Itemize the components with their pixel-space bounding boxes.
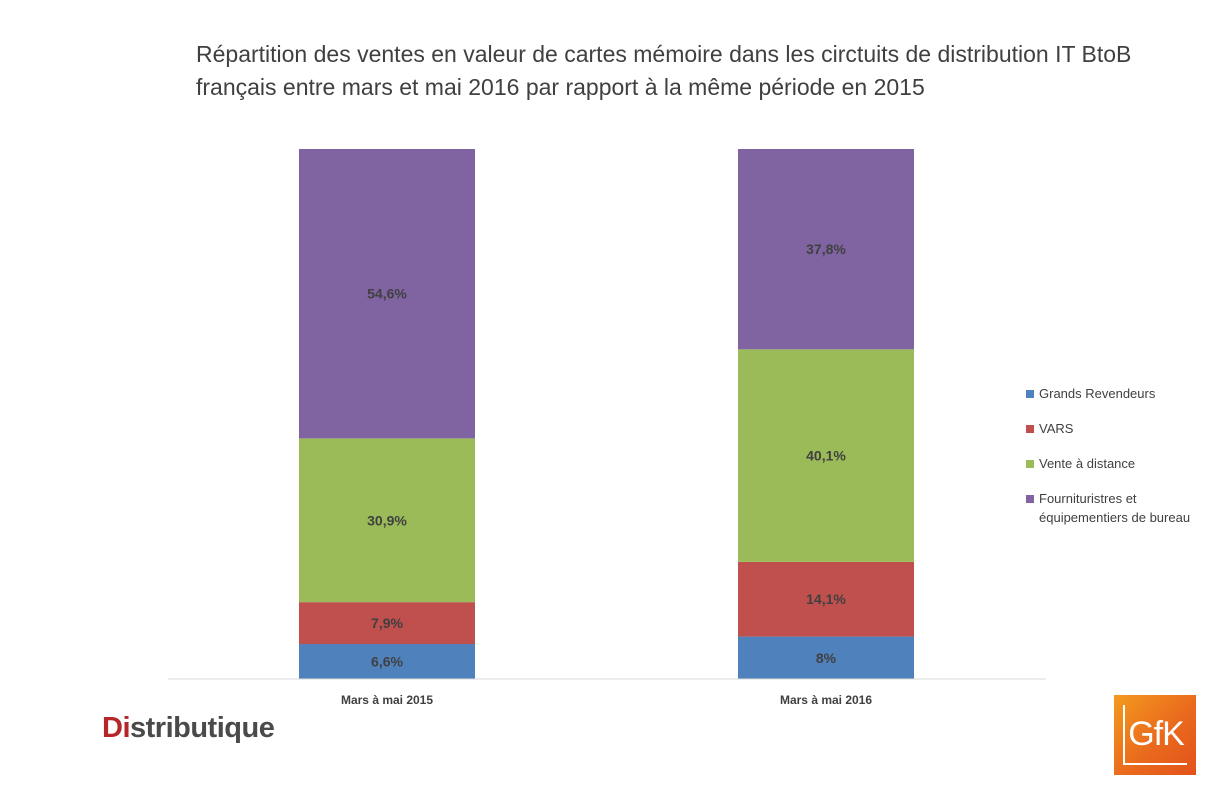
distributique-logo-rest: stributique xyxy=(130,712,275,744)
data-label: 6,6% xyxy=(371,654,403,670)
bar-segment xyxy=(738,149,914,350)
data-label: 8% xyxy=(816,650,837,666)
legend-item-fournituristes: Fournituristres et équipementiers de bur… xyxy=(1026,489,1216,527)
data-label: 37,8% xyxy=(806,241,846,257)
labels-layer: 6,6% 7,9% 30,9% 54,6% Mars à mai 2015 8% 14,1%… xyxy=(341,241,872,707)
gfk-logo-text: GfK xyxy=(1123,705,1187,765)
bar-segment xyxy=(299,602,475,645)
legend-label: Grands Revendeurs xyxy=(1039,386,1156,401)
gfk-logo: GfK xyxy=(1114,695,1196,775)
legend-label: VARS xyxy=(1039,421,1074,436)
legend-item-vente-a-distance: Vente à distance xyxy=(1026,454,1216,473)
legend-label: Vente à distance xyxy=(1039,456,1136,471)
bar-segment xyxy=(299,644,475,679)
legend-swatch xyxy=(1026,495,1034,503)
distributique-logo-first: Di xyxy=(102,712,131,744)
bar-segment xyxy=(299,438,475,603)
legend-item-grands-revendeurs: Grands Revendeurs xyxy=(1026,384,1216,403)
bar-segment xyxy=(299,149,475,439)
bars-layer xyxy=(299,149,914,679)
data-label: 54,6% xyxy=(367,286,407,302)
legend-item-vars: VARS xyxy=(1026,419,1216,438)
data-label: 40,1% xyxy=(806,448,846,464)
data-label: 30,9% xyxy=(367,512,407,528)
legend-swatch xyxy=(1026,390,1034,398)
x-tick-label: Mars à mai 2016 xyxy=(780,693,872,707)
chart-title: Répartition des ventes en valeur de cart… xyxy=(196,41,1132,100)
legend: Grands Revendeurs VARS Vente à distance … xyxy=(1026,384,1216,543)
distributique-logo: Distributique xyxy=(102,712,275,745)
bar-segment xyxy=(738,349,914,562)
bar-segment xyxy=(738,636,914,679)
bar-segment xyxy=(738,561,914,637)
data-label: 14,1% xyxy=(806,591,846,607)
x-tick-label: Mars à mai 2015 xyxy=(341,693,433,707)
legend-label: Fournituristres et équipementiers de bur… xyxy=(1039,491,1191,525)
legend-swatch xyxy=(1026,460,1034,468)
data-label: 7,9% xyxy=(371,615,403,631)
legend-swatch xyxy=(1026,425,1034,433)
